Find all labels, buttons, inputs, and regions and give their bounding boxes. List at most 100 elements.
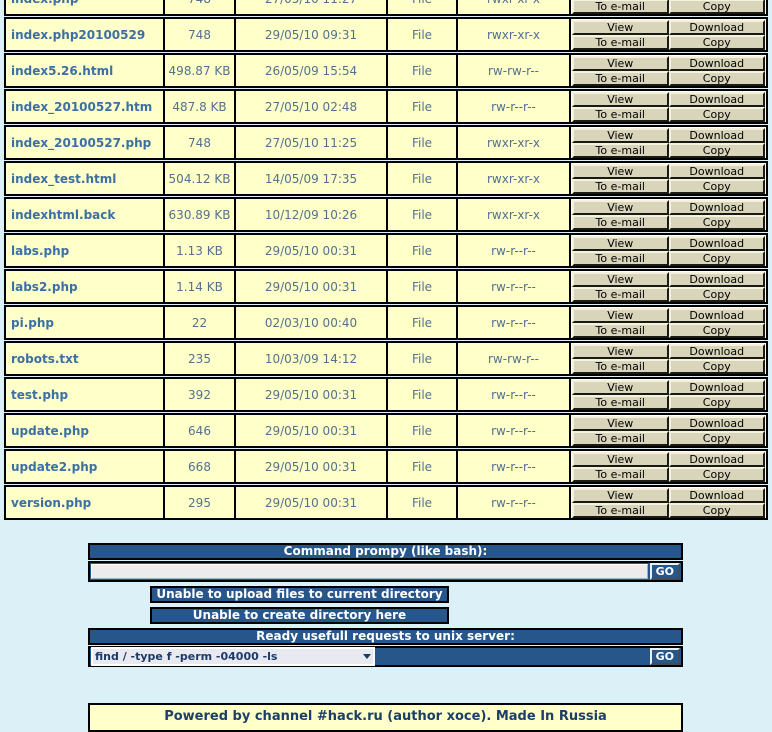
download-button[interactable]: Download xyxy=(668,380,765,395)
view-button[interactable]: View xyxy=(572,200,669,215)
download-button[interactable]: Download xyxy=(668,128,765,143)
view-button[interactable]: View xyxy=(572,272,669,287)
table-row: index_20100527.php 748 27/05/10 11:25 Fi… xyxy=(4,125,768,160)
file-name-link[interactable]: pi.php xyxy=(11,315,54,330)
file-type-cell: File xyxy=(386,55,456,86)
download-button[interactable]: Download xyxy=(668,452,765,467)
copy-button[interactable]: Copy xyxy=(668,143,765,158)
view-button[interactable]: View xyxy=(572,128,669,143)
to-email-button[interactable]: To e-mail xyxy=(572,323,669,338)
file-name-link[interactable]: version.php xyxy=(11,495,92,510)
file-perms-cell: rwxr-xr-x xyxy=(456,127,569,158)
file-name-link[interactable]: index5.26.html xyxy=(11,63,114,78)
file-size-cell: 295 xyxy=(163,487,234,518)
file-perms-cell: rw-r--r-- xyxy=(456,415,569,446)
download-button[interactable]: Download xyxy=(668,92,765,107)
download-button[interactable]: Download xyxy=(668,308,765,323)
view-button[interactable]: View xyxy=(572,344,669,359)
copy-button[interactable]: Copy xyxy=(668,251,765,266)
to-email-button[interactable]: To e-mail xyxy=(572,287,669,302)
copy-button[interactable]: Copy xyxy=(668,215,765,230)
table-row: update2.php 668 29/05/10 00:31 File rw-r… xyxy=(4,449,768,484)
file-date-cell: 29/05/10 00:31 xyxy=(234,487,386,518)
to-email-button[interactable]: To e-mail xyxy=(572,107,669,122)
file-size-cell: 748 xyxy=(163,19,234,50)
view-button[interactable]: View xyxy=(572,308,669,323)
view-button[interactable]: View xyxy=(572,452,669,467)
file-name-link[interactable]: index_20100527.htm xyxy=(11,99,153,114)
download-button[interactable]: Download xyxy=(668,20,765,35)
copy-button[interactable]: Copy xyxy=(668,395,765,410)
view-button[interactable]: View xyxy=(572,488,669,503)
download-button[interactable]: Download xyxy=(668,56,765,71)
download-button[interactable]: Download xyxy=(668,488,765,503)
view-button[interactable]: View xyxy=(572,92,669,107)
to-email-button[interactable]: To e-mail xyxy=(572,359,669,374)
download-button[interactable]: Download xyxy=(668,272,765,287)
file-listing-table: index.php 748 27/05/10 11:27 File rwxr-x… xyxy=(4,0,768,520)
to-email-button[interactable]: To e-mail xyxy=(572,0,669,14)
download-button[interactable]: Download xyxy=(668,200,765,215)
file-name-link[interactable]: test.php xyxy=(11,387,69,402)
file-date-cell: 29/05/10 09:31 xyxy=(234,19,386,50)
copy-button[interactable]: Copy xyxy=(668,503,765,518)
table-row: index.php 748 27/05/10 11:27 File rwxr-x… xyxy=(4,0,768,16)
command-input[interactable] xyxy=(91,564,648,579)
download-button[interactable]: Download xyxy=(668,416,765,431)
file-perms-cell: rw-rw-r-- xyxy=(456,343,569,374)
copy-button[interactable]: Copy xyxy=(668,71,765,86)
request-select[interactable]: find / -type f -perm -04000 -ls xyxy=(91,647,375,666)
file-name-link[interactable]: index.php20100529 xyxy=(11,27,146,42)
to-email-button[interactable]: To e-mail xyxy=(572,467,669,482)
view-button[interactable]: View xyxy=(572,20,669,35)
file-name-link[interactable]: labs2.php xyxy=(11,279,78,294)
file-size-cell: 1.13 KB xyxy=(163,235,234,266)
copy-button[interactable]: Copy xyxy=(668,179,765,194)
table-row: labs2.php 1.14 KB 29/05/10 00:31 File rw… xyxy=(4,269,768,304)
copy-button[interactable]: Copy xyxy=(668,107,765,122)
file-perms-cell: rw-r--r-- xyxy=(456,271,569,302)
file-name-link[interactable]: indexhtml.back xyxy=(11,207,116,222)
to-email-button[interactable]: To e-mail xyxy=(572,431,669,446)
file-type-cell: File xyxy=(386,487,456,518)
view-button[interactable]: View xyxy=(572,416,669,431)
file-type-cell: File xyxy=(386,415,456,446)
copy-button[interactable]: Copy xyxy=(668,359,765,374)
copy-button[interactable]: Copy xyxy=(668,287,765,302)
copy-button[interactable]: Copy xyxy=(668,467,765,482)
file-name-link[interactable]: update.php xyxy=(11,423,89,438)
copy-button[interactable]: Copy xyxy=(668,431,765,446)
to-email-button[interactable]: To e-mail xyxy=(572,215,669,230)
to-email-button[interactable]: To e-mail xyxy=(572,251,669,266)
download-button[interactable]: Download xyxy=(668,164,765,179)
view-button[interactable]: View xyxy=(572,380,669,395)
file-name-link[interactable]: robots.txt xyxy=(11,351,79,366)
copy-button[interactable]: Copy xyxy=(668,0,765,14)
to-email-button[interactable]: To e-mail xyxy=(572,179,669,194)
download-button[interactable]: Download xyxy=(668,344,765,359)
file-name-link[interactable]: labs.php xyxy=(11,243,70,258)
download-button[interactable]: Download xyxy=(668,236,765,251)
file-date-cell: 10/03/09 14:12 xyxy=(234,343,386,374)
request-go-button[interactable]: GO xyxy=(649,648,680,665)
to-email-button[interactable]: To e-mail xyxy=(572,503,669,518)
file-name-link[interactable]: index.php xyxy=(6,0,163,14)
to-email-button[interactable]: To e-mail xyxy=(572,143,669,158)
file-name-link[interactable]: index_test.html xyxy=(11,171,117,186)
copy-button[interactable]: Copy xyxy=(668,323,765,338)
view-button[interactable]: View xyxy=(572,236,669,251)
to-email-button[interactable]: To e-mail xyxy=(572,395,669,410)
to-email-button[interactable]: To e-mail xyxy=(572,35,669,50)
view-button[interactable]: View xyxy=(572,56,669,71)
file-name-link[interactable]: update2.php xyxy=(11,459,98,474)
table-row: robots.txt 235 10/03/09 14:12 File rw-rw… xyxy=(4,341,768,376)
command-go-button[interactable]: GO xyxy=(649,563,680,580)
file-type-cell: File xyxy=(386,127,456,158)
table-row: update.php 646 29/05/10 00:31 File rw-r-… xyxy=(4,413,768,448)
file-actions-cell: View Download To e-mail Copy xyxy=(569,55,766,86)
copy-button[interactable]: Copy xyxy=(668,35,765,50)
to-email-button[interactable]: To e-mail xyxy=(572,71,669,86)
ready-requests-panel: Ready usefull requests to unix server: f… xyxy=(88,628,683,667)
file-name-link[interactable]: index_20100527.php xyxy=(11,135,152,150)
view-button[interactable]: View xyxy=(572,164,669,179)
